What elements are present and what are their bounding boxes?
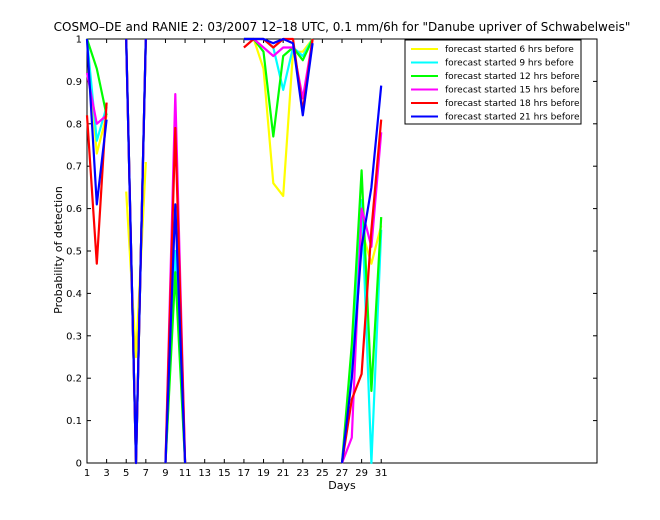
series-line-6	[125, 38, 147, 465]
x-tick-label: 27	[336, 468, 349, 479]
plot-area: 1 3 5 7 9 11 13 15 17 19 21 23 25 27 29 3100.10.20.30.4…	[66, 35, 598, 479]
series-line-6	[85, 38, 108, 206]
chart-title: COSMO–DE and RANIE 2: 03/2007 12–18 UTC,…	[54, 20, 631, 34]
y-tick-label: 1	[76, 35, 82, 46]
x-tick-label: 13	[198, 468, 211, 479]
series-line-1	[243, 37, 314, 197]
legend-label: forecast started 18 hrs before	[445, 99, 580, 109]
legend-label: forecast started 12 hrs before	[445, 72, 580, 82]
x-tick-label: 19	[257, 468, 270, 479]
y-tick-label: 0	[76, 459, 82, 470]
series-line-3	[340, 169, 383, 464]
x-tick-label: 7	[143, 468, 149, 479]
y-tick-label: 0.3	[66, 331, 82, 342]
y-tick-label: 0.8	[66, 119, 82, 130]
x-tick-label: 25	[316, 468, 329, 479]
series-line-6	[340, 85, 383, 464]
x-axis-title: Days	[328, 479, 356, 492]
x-tick-label: 23	[296, 468, 309, 479]
x-tick-label: 5	[123, 468, 129, 479]
series-line-6	[164, 203, 187, 464]
series-line-5	[340, 119, 383, 464]
x-tick-label: 1	[84, 468, 90, 479]
legend-label: forecast started 15 hrs before	[445, 86, 580, 96]
legend-label: forecast started 9 hrs before	[445, 59, 574, 69]
x-tick-label: 21	[277, 468, 290, 479]
series-line-3	[85, 38, 108, 116]
x-tick-label: 9	[162, 468, 168, 479]
series-line-4	[340, 132, 383, 464]
y-axis-title: Probability of detection	[52, 186, 65, 314]
y-tick-label: 0.5	[66, 247, 82, 258]
x-tick-label: 3	[103, 468, 109, 479]
x-tick-label: 29	[355, 468, 368, 479]
x-tick-label: 11	[179, 468, 192, 479]
y-tick-label: 0.9	[66, 77, 82, 88]
series-line-6	[243, 37, 314, 117]
series-line-4	[243, 37, 314, 100]
y-tick-label: 0.6	[66, 204, 82, 215]
x-tick-label: 17	[238, 468, 251, 479]
y-tick-label: 0.2	[66, 374, 82, 385]
legend-label: forecast started 21 hrs before	[445, 113, 580, 123]
x-tick-label: 31	[375, 468, 388, 479]
legend-label: forecast started 6 hrs before	[445, 45, 574, 55]
x-tick-label: 15	[218, 468, 231, 479]
legend-box	[404, 39, 582, 125]
y-tick-label: 0.7	[66, 162, 82, 173]
y-tick-label: 0.1	[66, 416, 82, 427]
y-tick-label: 0.4	[66, 289, 82, 300]
